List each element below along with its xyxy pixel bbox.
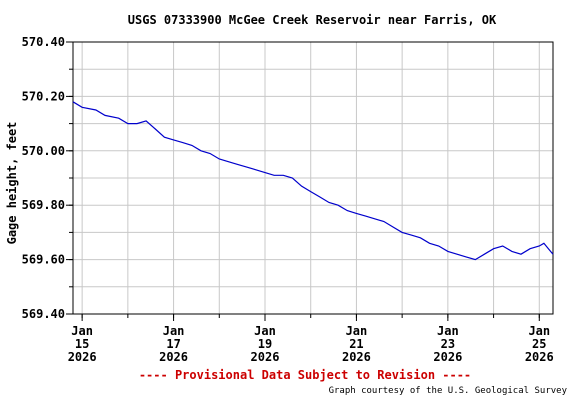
y-axis-ticks: 570.40 570.20 570.00 569.80 569.60 569.40: [22, 35, 73, 321]
x-tick-label-line: Jan: [528, 324, 550, 338]
x-tick-label-line: Jan: [71, 324, 93, 338]
x-axis-ticks: Jan152026Jan172026Jan192026Jan212026Jan2…: [68, 314, 554, 364]
y-tick-label: 569.60: [22, 253, 65, 267]
x-tick-label-line: 2026: [68, 350, 97, 364]
y-tick-label: 569.80: [22, 198, 65, 212]
x-tick-label-line: Jan: [437, 324, 459, 338]
y-tick-label: 570.40: [22, 35, 65, 49]
x-tick-label-line: 2026: [342, 350, 371, 364]
y-tick-label: 570.00: [22, 144, 65, 158]
gage-height-line: [72, 101, 554, 261]
series-layer: [72, 101, 554, 261]
x-tick-label-line: 17: [166, 337, 180, 351]
x-tick-label-line: 25: [532, 337, 546, 351]
y-axis-label: Gage height, feet: [5, 122, 19, 245]
y-tick-label: 570.20: [22, 89, 65, 103]
x-tick-label-line: Jan: [163, 324, 185, 338]
x-tick-label-line: 2026: [525, 350, 554, 364]
x-tick-label-line: 2026: [159, 350, 188, 364]
chart-title: USGS 07333900 McGee Creek Reservoir near…: [128, 13, 497, 27]
x-tick-label-line: 19: [258, 337, 272, 351]
x-tick-label-line: 23: [441, 337, 455, 351]
x-tick-label-line: 2026: [433, 350, 462, 364]
usgs-credit: Graph courtesy of the U.S. Geological Su…: [329, 386, 568, 396]
x-tick-label-line: 2026: [251, 350, 280, 364]
x-tick-label-line: 21: [349, 337, 363, 351]
x-tick-label-line: Jan: [346, 324, 368, 338]
x-tick-label-line: 15: [75, 337, 89, 351]
y-tick-label: 569.40: [22, 307, 65, 321]
provisional-notice: ---- Provisional Data Subject to Revisio…: [139, 368, 471, 382]
x-tick-label-line: Jan: [254, 324, 276, 338]
